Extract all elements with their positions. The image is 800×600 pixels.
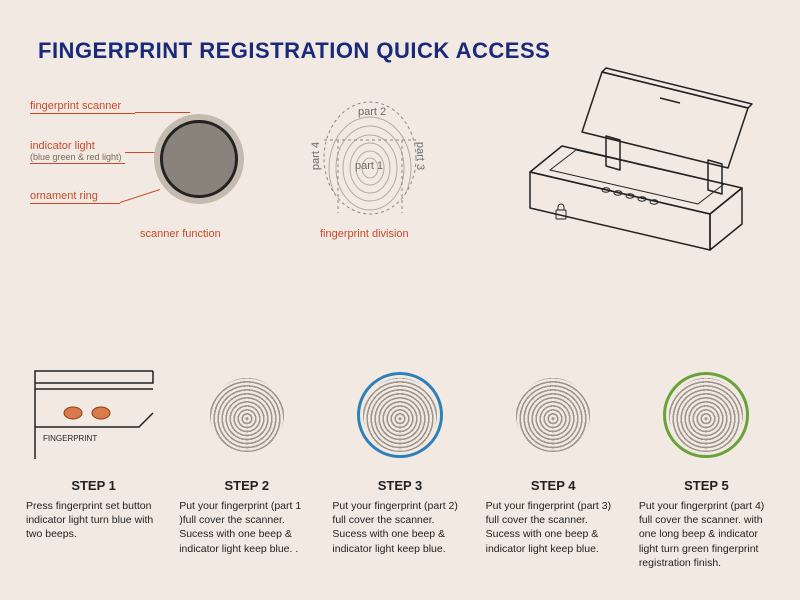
division-caption: fingerprint division xyxy=(320,228,409,240)
step-3: STEP 3 Put your fingerprint (part 2) ful… xyxy=(328,360,471,570)
step-title: STEP 3 xyxy=(328,478,471,493)
label-scanner: fingerprint scanner xyxy=(30,100,135,114)
step-body: Put your fingerprint (part 2) full cover… xyxy=(328,499,471,556)
label-ornament: ornament ring xyxy=(30,190,120,204)
fingerprint-icon xyxy=(357,372,443,458)
part3-label: part 3 xyxy=(414,142,426,170)
step-body: Put your fingerprint (part 3) full cover… xyxy=(482,499,625,556)
step-5: STEP 5 Put your fingerprint (part 4) ful… xyxy=(635,360,778,570)
part2-label: part 2 xyxy=(358,106,386,118)
scanner-diagram: fingerprint scanner indicator light (blu… xyxy=(30,90,290,260)
page-title: FINGERPRINT REGISTRATION QUICK ACCESS xyxy=(38,38,550,64)
step-4: STEP 4 Put your fingerprint (part 3) ful… xyxy=(482,360,625,570)
step-title: STEP 5 xyxy=(635,478,778,493)
step-1: FINGERPRINT STEP 1 Press fingerprint set… xyxy=(22,360,165,570)
step1-panel-icon: FINGERPRINT xyxy=(29,365,159,465)
fingerprint-icon xyxy=(663,372,749,458)
step-body: Put your fingerprint (part 1 )full cover… xyxy=(175,499,318,556)
step-title: STEP 2 xyxy=(175,478,318,493)
label-indicator: indicator light (blue green & red light) xyxy=(30,140,125,164)
safe-box-icon xyxy=(510,60,770,260)
step-title: STEP 4 xyxy=(482,478,625,493)
svg-text:FINGERPRINT: FINGERPRINT xyxy=(43,434,97,443)
scanner-circle-icon xyxy=(160,120,238,198)
scanner-caption: scanner function xyxy=(140,228,221,240)
part1-label: part 1 xyxy=(355,160,383,172)
step-body: Press fingerprint set button indicator l… xyxy=(22,499,165,542)
steps-row: FINGERPRINT STEP 1 Press fingerprint set… xyxy=(22,360,778,570)
step-body: Put your fingerprint (part 4) full cover… xyxy=(635,499,778,570)
fingerprint-icon xyxy=(204,372,290,458)
part4-label: part 4 xyxy=(310,142,322,170)
fingerprint-icon xyxy=(510,372,596,458)
step-2: STEP 2 Put your fingerprint (part 1 )ful… xyxy=(175,360,318,570)
division-diagram: part 2 part 1 part 3 part 4 fingerprint … xyxy=(300,88,450,258)
step-title: STEP 1 xyxy=(22,478,165,493)
